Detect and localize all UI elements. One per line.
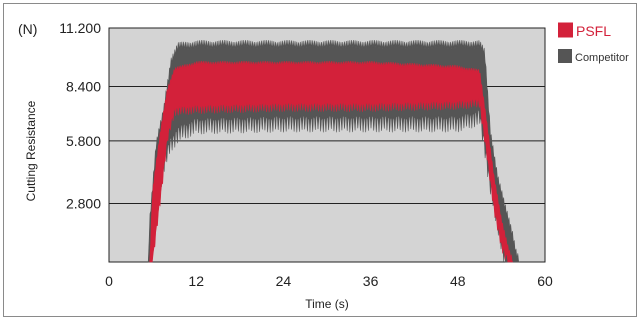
chart-frame: 11.200 8.400 5.800 2.800 0 12 24 36 48 60 (N) Tim… bbox=[3, 3, 637, 317]
x-tick-label: 60 bbox=[537, 273, 553, 289]
y-tick-label: 2.800 bbox=[66, 196, 101, 212]
x-tick-label: 48 bbox=[450, 273, 466, 289]
y-tick-label: 5.800 bbox=[66, 133, 101, 149]
legend-label-competitor: Competitor bbox=[575, 52, 629, 64]
legend-label-psfl: PSFL bbox=[576, 23, 611, 39]
x-tick-label: 24 bbox=[276, 273, 292, 289]
cutting-resistance-chart: 11.200 8.400 5.800 2.800 0 12 24 36 48 60 (N) Tim… bbox=[18, 20, 629, 311]
y-axis-label: Cutting Resistance bbox=[24, 100, 38, 201]
x-tick-label: 12 bbox=[188, 273, 204, 289]
series-bands bbox=[147, 40, 520, 263]
x-tick-label: 36 bbox=[363, 273, 379, 289]
unit-label: (N) bbox=[18, 21, 37, 37]
x-axis-label: Time (s) bbox=[305, 297, 349, 311]
legend: PSFL Competitor bbox=[558, 22, 629, 64]
y-tick-label: 8.400 bbox=[66, 79, 101, 95]
y-tick-label: 11.200 bbox=[59, 20, 101, 36]
x-tick-label: 0 bbox=[105, 273, 113, 289]
series-band-psfl bbox=[149, 60, 514, 263]
legend-swatch-competitor bbox=[558, 49, 572, 63]
axes: 11.200 8.400 5.800 2.800 0 12 24 36 48 60 bbox=[59, 20, 553, 289]
legend-swatch-psfl bbox=[558, 22, 573, 38]
